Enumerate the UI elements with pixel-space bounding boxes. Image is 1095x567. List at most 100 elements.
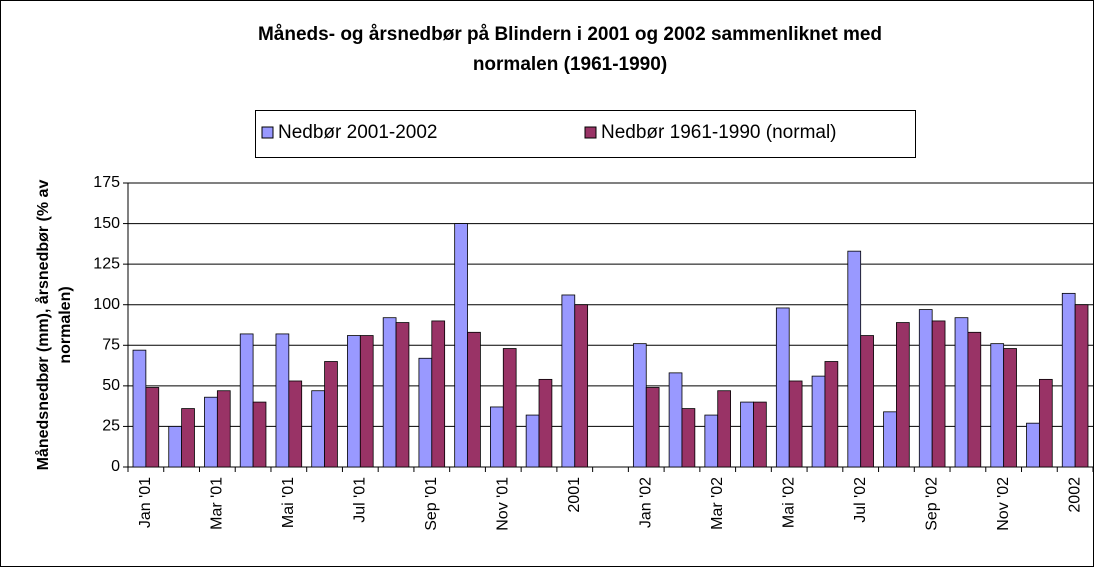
y-axis-label: Månedsnedbør (mm), årsnedbør (% av norma… bbox=[34, 180, 74, 471]
bar bbox=[561, 294, 576, 468]
bar bbox=[740, 401, 754, 468]
y-tick-label: 100 bbox=[93, 296, 120, 313]
bar bbox=[967, 331, 982, 468]
x-tick-label: Sep '01 bbox=[423, 477, 440, 531]
x-tick-label: Nov '01 bbox=[494, 477, 511, 531]
bar bbox=[1061, 292, 1076, 468]
bar bbox=[753, 401, 767, 468]
y-tick-label: 175 bbox=[93, 174, 120, 191]
bar bbox=[1003, 348, 1017, 468]
x-tick-label: 2001 bbox=[566, 477, 583, 513]
bar bbox=[704, 414, 719, 468]
bar bbox=[990, 343, 1005, 468]
y-axis-label-line: Månedsnedbør (mm), årsnedbør (% av bbox=[34, 180, 52, 471]
y-axis-label-line: normalen) bbox=[57, 286, 74, 363]
bar bbox=[502, 348, 517, 468]
x-tick-label-group: Nov '01 bbox=[494, 477, 511, 531]
chart-title: Måneds- og årsnedbør på Blindern i 2001 … bbox=[258, 24, 882, 45]
bar bbox=[454, 223, 468, 468]
bar bbox=[918, 309, 933, 468]
x-tick-label: Mar '02 bbox=[709, 477, 726, 530]
bar bbox=[239, 333, 254, 468]
x-tick-label-group: Jan '02 bbox=[637, 477, 654, 528]
bar bbox=[525, 414, 540, 468]
bar bbox=[1074, 304, 1089, 468]
bar bbox=[216, 390, 231, 468]
bar bbox=[359, 335, 374, 468]
bar bbox=[788, 380, 803, 468]
bar bbox=[311, 390, 325, 468]
y-tick-label: 150 bbox=[93, 215, 120, 232]
x-tick-label: Sep '02 bbox=[923, 477, 940, 531]
x-tick-label: Nov '02 bbox=[995, 477, 1012, 531]
x-tick-label: Mai '02 bbox=[780, 477, 797, 528]
y-tick-label: 25 bbox=[102, 418, 120, 435]
x-tick-label-group: Sep '01 bbox=[423, 477, 440, 531]
legend-label: Nedbør 2001-2002 bbox=[278, 122, 438, 143]
x-tick-label: Jul '01 bbox=[352, 477, 369, 523]
bar bbox=[883, 411, 897, 468]
legend-label: Nedbør 1961-1990 (normal) bbox=[601, 122, 837, 143]
bar bbox=[954, 317, 969, 468]
bar bbox=[431, 320, 446, 468]
bar bbox=[931, 320, 946, 468]
bar bbox=[181, 408, 195, 468]
x-tick-label-group: Mar '01 bbox=[209, 477, 226, 530]
x-tick-label-group: Mai '01 bbox=[280, 477, 297, 528]
bar bbox=[811, 375, 826, 468]
x-tick-label-group: Jul '01 bbox=[352, 477, 369, 523]
x-tick-label: 2002 bbox=[1066, 477, 1083, 513]
bar bbox=[574, 304, 589, 468]
bar bbox=[538, 378, 553, 468]
bar bbox=[490, 406, 504, 468]
bar bbox=[467, 331, 481, 468]
legend-swatch bbox=[261, 126, 274, 139]
x-tick-label: Mai '01 bbox=[280, 477, 297, 528]
x-tick-label-group: 2002 bbox=[1066, 477, 1083, 513]
y-tick-label: 75 bbox=[102, 337, 120, 354]
bar bbox=[847, 250, 862, 468]
bar bbox=[132, 349, 147, 468]
bar bbox=[717, 390, 731, 468]
bar bbox=[204, 396, 218, 468]
bar bbox=[347, 335, 361, 468]
bar bbox=[252, 401, 267, 468]
bar bbox=[824, 361, 839, 468]
x-tick-label-group: Nov '02 bbox=[995, 477, 1012, 531]
y-tick-label: 0 bbox=[111, 458, 120, 475]
bar bbox=[288, 380, 303, 468]
x-tick-label-group: Jan '01 bbox=[137, 477, 154, 528]
legend-swatch bbox=[584, 126, 597, 139]
bar bbox=[681, 408, 696, 468]
bar bbox=[145, 387, 160, 468]
bar bbox=[860, 335, 874, 468]
x-tick-label-group: 2001 bbox=[566, 477, 583, 513]
x-tick-label: Jul '02 bbox=[852, 477, 869, 523]
x-tick-label: Jan '02 bbox=[637, 477, 654, 528]
y-tick-label: 50 bbox=[102, 377, 120, 394]
bar bbox=[1026, 422, 1040, 468]
bar bbox=[896, 322, 910, 468]
bar bbox=[632, 343, 647, 468]
bar bbox=[168, 426, 183, 468]
bar bbox=[382, 317, 397, 468]
x-tick-label-group: Mar '02 bbox=[709, 477, 726, 530]
bar bbox=[1038, 378, 1053, 468]
chart-title: normalen (1961-1990) bbox=[473, 54, 667, 75]
y-tick-label: 125 bbox=[93, 255, 120, 272]
x-tick-label-group: Sep '02 bbox=[923, 477, 940, 531]
x-tick-label: Mar '01 bbox=[209, 477, 226, 530]
x-tick-label-group: Jul '02 bbox=[852, 477, 869, 523]
bar bbox=[324, 361, 338, 468]
bar bbox=[668, 372, 683, 468]
x-tick-label-group: Mai '02 bbox=[780, 477, 797, 528]
bar bbox=[275, 333, 290, 468]
bar bbox=[645, 387, 660, 468]
bar bbox=[775, 307, 790, 468]
x-tick-label: Jan '01 bbox=[137, 477, 154, 528]
bar bbox=[418, 357, 433, 468]
bar bbox=[395, 322, 410, 468]
